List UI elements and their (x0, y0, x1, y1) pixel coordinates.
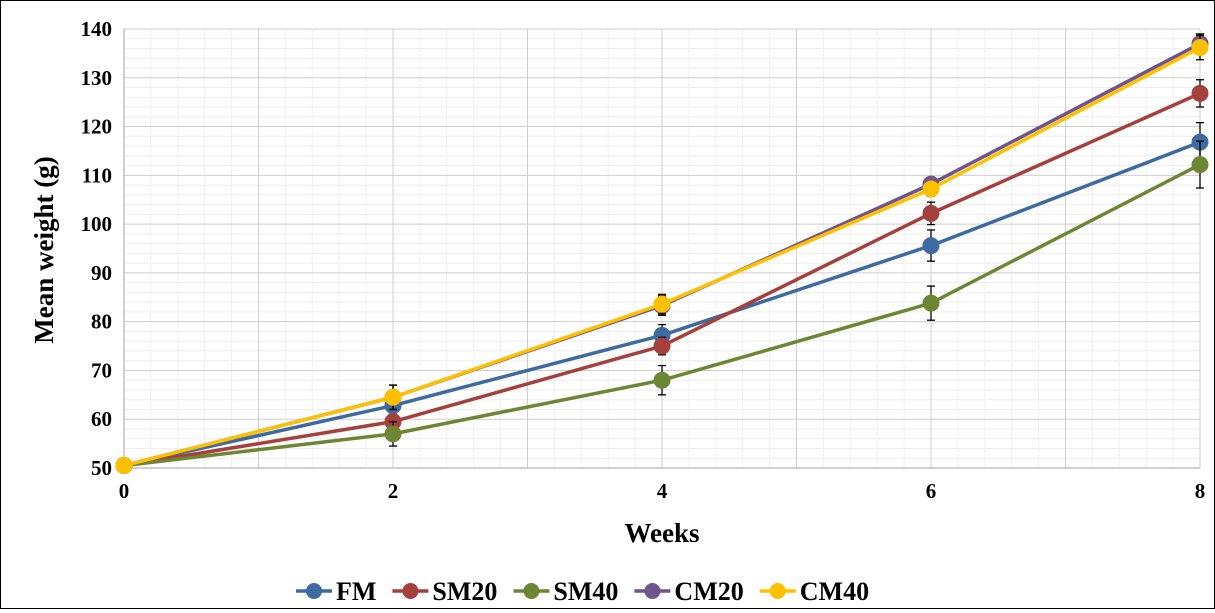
legend-item-cm40: CM40 (759, 577, 869, 606)
y-axis-title: Mean weight (g) (29, 156, 59, 343)
legend-marker-fm (306, 583, 322, 599)
legend-label-cm40: CM40 (800, 577, 869, 606)
y-tick-label: 70 (91, 358, 112, 382)
legend-label-sm20: SM20 (432, 577, 497, 606)
y-tick-label: 110 (82, 163, 112, 187)
legend-marker-cm40 (769, 583, 786, 599)
tick-labels: 50 60 70 80 90 100 110 120 130 140 0 2 4 6 8 (81, 17, 1206, 503)
data-point-cm40 (384, 388, 402, 406)
data-point-sm40 (384, 425, 402, 443)
series-layer (115, 33, 1209, 475)
x-tick-label: 8 (1195, 479, 1206, 503)
legend-item-sm20: SM20 (392, 577, 497, 606)
data-point-sm40 (653, 371, 671, 389)
data-point-cm40 (1191, 39, 1209, 57)
x-axis-title: Weeks (624, 518, 699, 548)
x-tick-label: 0 (119, 479, 130, 503)
legend-label-fm: FM (336, 577, 376, 606)
legend: FM SM20 SM40 CM20 CM40 (296, 577, 869, 606)
y-tick-label: 140 (81, 17, 113, 41)
data-point-sm40 (922, 294, 940, 312)
y-tick-label: 100 (81, 212, 113, 236)
x-tick-label: 2 (388, 479, 399, 503)
data-point-cm40 (653, 295, 671, 313)
legend-marker-sm40 (523, 583, 540, 599)
data-point-fm (922, 237, 940, 255)
data-point-cm40 (115, 457, 133, 475)
x-tick-label: 6 (926, 479, 937, 503)
data-point-sm40 (1191, 156, 1209, 174)
data-point-sm20 (653, 337, 671, 355)
y-tick-label: 60 (91, 407, 112, 431)
x-tick-label: 4 (657, 479, 668, 503)
legend-item-cm20: CM20 (634, 577, 744, 606)
legend-label-cm20: CM20 (674, 577, 743, 606)
y-tick-label: 120 (81, 115, 113, 139)
legend-label-sm40: SM40 (553, 577, 618, 606)
legend-item-sm40: SM40 (513, 577, 618, 606)
legend-item-fm: FM (296, 577, 376, 606)
legend-marker-sm20 (402, 583, 419, 599)
y-tick-label: 80 (91, 310, 112, 334)
series-cm40 (115, 34, 1209, 475)
y-tick-label: 130 (81, 66, 113, 90)
y-tick-label: 50 (91, 456, 112, 480)
legend-marker-cm20 (644, 583, 661, 599)
data-point-sm20 (922, 204, 940, 222)
series-fm (115, 122, 1209, 475)
data-point-cm40 (922, 180, 940, 198)
data-point-sm20 (1191, 84, 1209, 102)
axis-layer (123, 29, 1200, 469)
y-tick-label: 90 (91, 261, 112, 285)
